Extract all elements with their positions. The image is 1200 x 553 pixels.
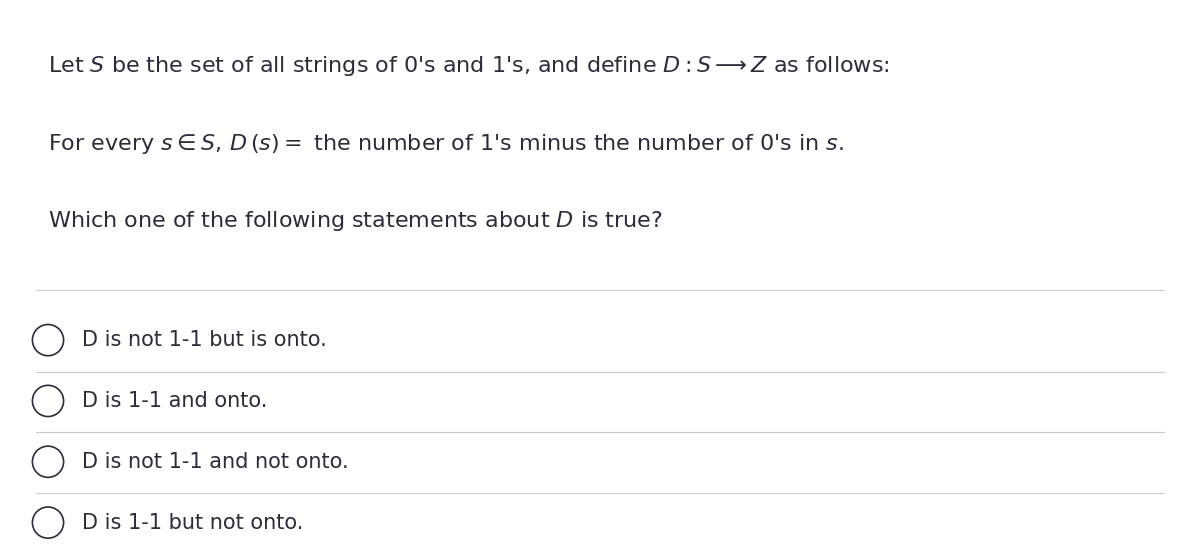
Text: D is 1-1 but not onto.: D is 1-1 but not onto. — [82, 513, 302, 533]
Text: For every $s \in \mathit{S},\, D\,(s) =$ the number of 1's minus the number of 0: For every $s \in \mathit{S},\, D\,(s) =$… — [48, 132, 844, 156]
Text: Let $\mathit{S}$ be the set of all strings of 0's and 1's, and define $D{:}\math: Let $\mathit{S}$ be the set of all strin… — [48, 54, 889, 79]
Text: D is not 1-1 and not onto.: D is not 1-1 and not onto. — [82, 452, 348, 472]
Text: D is 1-1 and onto.: D is 1-1 and onto. — [82, 391, 266, 411]
Text: D is not 1-1 but is onto.: D is not 1-1 but is onto. — [82, 330, 326, 350]
Text: Which one of the following statements about $D$ is true?: Which one of the following statements ab… — [48, 209, 662, 233]
